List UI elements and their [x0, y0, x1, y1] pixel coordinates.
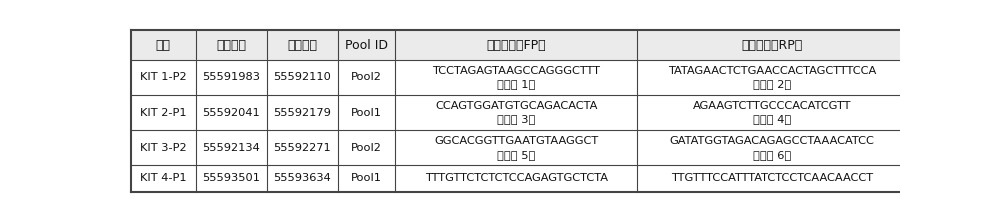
Text: 55592134: 55592134: [202, 143, 260, 153]
Text: Pool1: Pool1: [351, 108, 382, 118]
Text: KIT 3-P2: KIT 3-P2: [140, 143, 187, 153]
Text: TCCTAGAGTAAGCCAGGGCTTT
（序列 1）: TCCTAGAGTAAGCCAGGGCTTT （序列 1）: [432, 66, 600, 89]
Text: 55592041: 55592041: [202, 108, 260, 118]
Text: GGCACGGTTGAATGTAAGGCT
（序列 5）: GGCACGGTTGAATGTAAGGCT （序列 5）: [434, 136, 598, 160]
Text: AGAAGTCTTGCCCACATCGTT
（序列 4）: AGAAGTCTTGCCCACATCGTT （序列 4）: [692, 101, 851, 124]
Text: 终止位置: 终止位置: [287, 39, 317, 51]
Text: 55592179: 55592179: [274, 108, 331, 118]
Text: 55591983: 55591983: [202, 72, 260, 82]
Text: 55593501: 55593501: [202, 174, 260, 184]
Text: 开始位置: 开始位置: [216, 39, 246, 51]
Text: CCAGTGGATGTGCAGACACTA
（序列 3）: CCAGTGGATGTGCAGACACTA （序列 3）: [435, 101, 598, 124]
Text: 名称: 名称: [156, 39, 171, 51]
Text: 55592110: 55592110: [274, 72, 331, 82]
Text: TTGTTTCCATTTATCTCCTCAACAACCT: TTGTTTCCATTTATCTCCTCAACAACCT: [671, 174, 873, 184]
Text: KIT 2-P1: KIT 2-P1: [140, 108, 187, 118]
Text: 55592271: 55592271: [274, 143, 331, 153]
Text: Pool1: Pool1: [351, 174, 382, 184]
Text: 反向引物（RP）: 反向引物（RP）: [741, 39, 802, 51]
Text: KIT 1-P2: KIT 1-P2: [140, 72, 187, 82]
Text: 正向引物（FP）: 正向引物（FP）: [487, 39, 546, 51]
Text: Pool2: Pool2: [351, 72, 382, 82]
Text: Pool2: Pool2: [351, 143, 382, 153]
Text: TATAGAACTCTGAACCACTAGCTTTCCA
（序列 2）: TATAGAACTCTGAACCACTAGCTTTCCA （序列 2）: [668, 66, 876, 89]
Text: Pool ID: Pool ID: [345, 39, 388, 51]
Text: KIT 4-P1: KIT 4-P1: [140, 174, 187, 184]
Bar: [131, 30, 906, 60]
Text: TTTGTTCTCTCTCCAGAGTGCTCTA: TTTGTTCTCTCTCCAGAGTGCTCTA: [425, 174, 608, 184]
Text: GATATGGTAGACAGAGCCTAAACATCC
（序列 6）: GATATGGTAGACAGAGCCTAAACATCC （序列 6）: [669, 136, 874, 160]
Text: 55593634: 55593634: [274, 174, 331, 184]
